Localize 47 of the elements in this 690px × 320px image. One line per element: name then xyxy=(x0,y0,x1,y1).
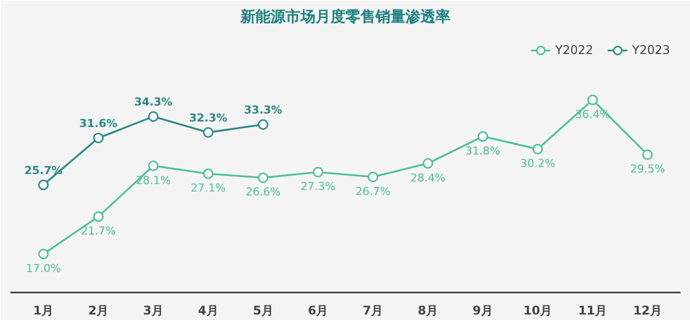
data-label: 27.3% xyxy=(300,180,336,194)
data-label: 26.7% xyxy=(355,184,390,198)
x-tick-label: 8月 xyxy=(418,304,438,318)
data-label: 31.6% xyxy=(79,116,118,130)
x-tick-label: 9月 xyxy=(472,304,493,318)
x-tick-label: 6月 xyxy=(308,304,328,318)
data-label: 28.1% xyxy=(136,174,171,187)
point xyxy=(93,211,104,222)
data-label: 30.2% xyxy=(520,157,556,170)
legend-label: Y2022 xyxy=(555,43,594,57)
point xyxy=(202,168,214,179)
point xyxy=(202,127,214,138)
x-tick-label: 12月 xyxy=(633,304,662,318)
x-tick-label: 7月 xyxy=(362,304,384,318)
point xyxy=(478,131,488,142)
data-label: 29.5% xyxy=(630,162,666,176)
chart-title: 新能源市场月度零售销量渗透率 xyxy=(240,8,450,26)
data-label: 27.1% xyxy=(190,182,226,195)
x-tick-label: 3月 xyxy=(143,304,164,318)
point xyxy=(148,111,159,122)
point xyxy=(642,149,653,160)
point xyxy=(368,172,378,182)
x-tick-label: 10月 xyxy=(523,304,552,318)
data-label: 33.3% xyxy=(244,103,282,116)
point xyxy=(258,172,268,183)
point xyxy=(587,94,598,106)
point xyxy=(38,248,49,260)
point xyxy=(422,158,434,169)
data-label: 31.8% xyxy=(465,144,500,158)
x-tick-label: 1月 xyxy=(33,304,54,318)
data-label: 32.3% xyxy=(189,111,228,124)
legend-label: Y2023 xyxy=(632,43,670,57)
data-label: 34.3% xyxy=(134,96,172,109)
point xyxy=(93,132,104,144)
x-tick-label: 5月 xyxy=(252,304,274,318)
point xyxy=(532,144,543,154)
data-label: 26.6% xyxy=(246,186,281,199)
data-label: 21.7% xyxy=(80,224,116,238)
point xyxy=(148,160,159,172)
point xyxy=(258,119,268,130)
x-tick-label: 2月 xyxy=(88,304,109,318)
data-label: 28.4% xyxy=(410,171,446,184)
data-label: 17.0% xyxy=(26,262,61,275)
point xyxy=(38,180,49,190)
point xyxy=(312,166,324,178)
x-tick-label: 4月 xyxy=(198,304,218,318)
x-tick-label: 11月 xyxy=(578,304,607,318)
